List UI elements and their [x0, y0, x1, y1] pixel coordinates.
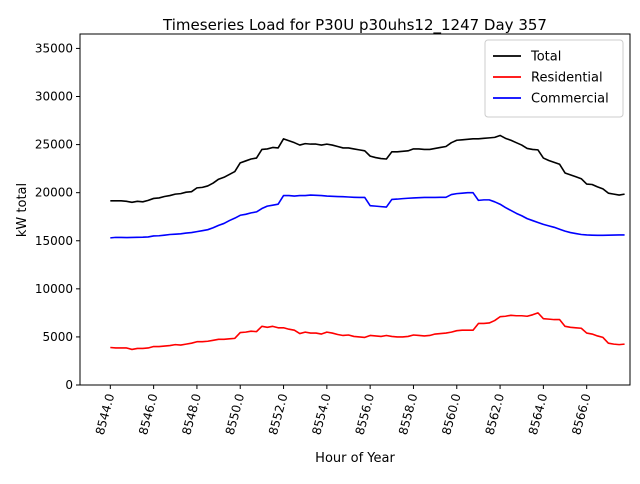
legend-label-total: Total — [530, 50, 561, 65]
series-line-residential — [110, 312, 625, 351]
series-line-commercial — [110, 191, 625, 239]
series-line-total — [110, 134, 625, 204]
y-axis-label: kW total — [15, 183, 30, 237]
y-tick-label: 15000 — [35, 234, 73, 248]
y-tick-label: 0 — [65, 378, 73, 392]
chart-title: Timeseries Load for P30U p30uhs12_1247 D… — [162, 16, 547, 35]
y-tick-label: 20000 — [35, 186, 73, 200]
y-tick-label: 25000 — [35, 138, 73, 152]
x-axis-label: Hour of Year — [315, 451, 395, 466]
legend: Total Residential Commercial — [484, 39, 624, 118]
legend-label-commercial: Commercial — [531, 92, 609, 107]
plot-area-frame — [79, 33, 631, 386]
series-lines — [110, 134, 625, 351]
y-tick-label: 5000 — [42, 330, 73, 344]
legend-label-residential: Residential — [531, 71, 603, 86]
y-tick-label: 35000 — [35, 41, 73, 55]
y-axis: 0 5000 10000 15000 20000 25000 30000 35000 — [35, 41, 80, 392]
y-tick-label: 30000 — [35, 90, 73, 104]
y-tick-label: 10000 — [35, 282, 73, 296]
